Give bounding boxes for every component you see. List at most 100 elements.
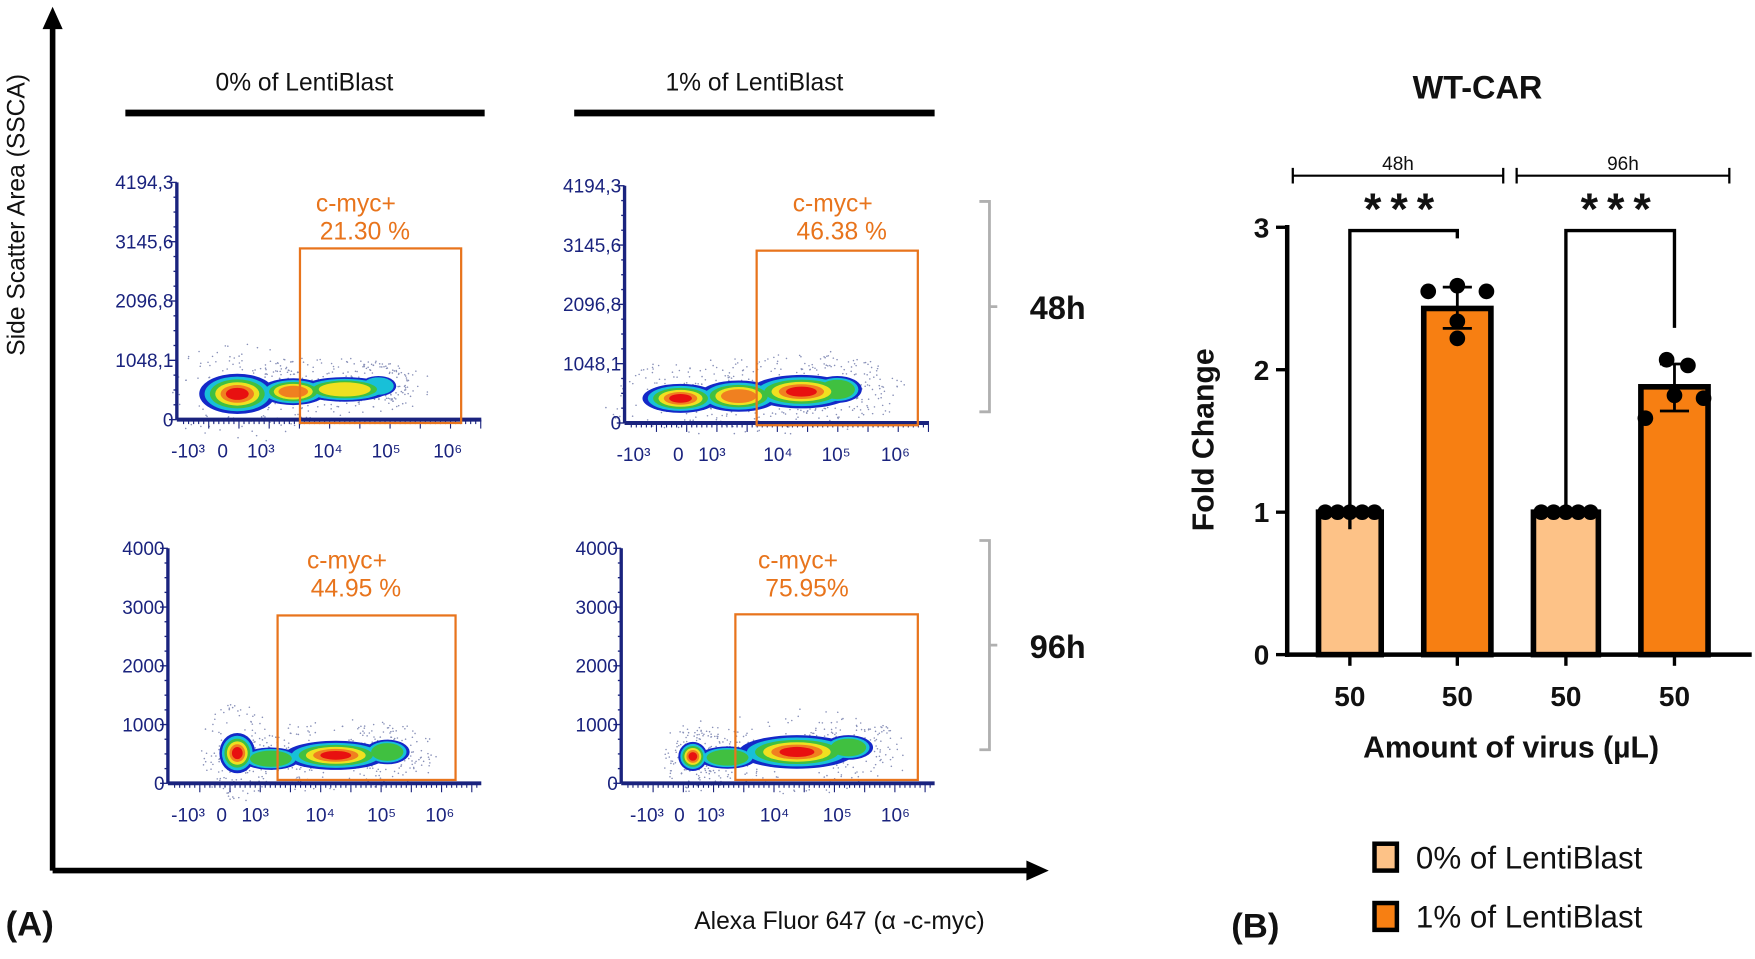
event-dot [773,356,775,359]
event-dot [395,405,398,408]
event-dot [371,741,373,743]
x-tick-label: 50 [1659,681,1690,712]
event-dot [880,740,882,742]
density-contour [779,746,815,758]
event-dot [724,737,726,740]
event-dot [187,357,190,360]
event-dot [292,360,294,363]
event-dot [884,410,887,412]
data-point [1545,504,1562,520]
event-dot [298,777,301,779]
event-dot [395,392,397,394]
event-dot [238,362,241,364]
flow-density [642,374,862,413]
event-dot [856,405,859,408]
event-dot [670,762,672,765]
event-dot [842,717,844,720]
event-dot [683,419,686,421]
event-dot [669,776,671,778]
data-point [1449,277,1466,294]
event-dot [874,740,876,742]
event-dot [685,790,687,793]
event-dot [733,432,736,435]
event-dot [873,406,876,408]
event-dot [390,730,392,733]
event-dot [755,770,758,773]
data-point [1449,330,1466,347]
event-dot [729,777,732,779]
event-dot [857,775,860,778]
event-dot [840,775,842,778]
event-dot [430,754,432,756]
event-dot [726,775,729,778]
event-dot [264,367,267,369]
event-dot [312,366,315,369]
y-tick-label: 4194,3 [563,176,621,197]
event-dot [718,769,720,772]
event-dot [869,739,872,741]
event-dot [892,756,894,759]
event-dot [226,792,228,794]
event-dot [397,772,400,775]
event-dot [859,722,862,724]
event-dot [875,369,878,372]
event-dot [207,361,209,364]
event-dot [396,737,399,739]
event-dot [790,719,793,722]
event-dot [808,364,810,367]
event-dot [793,790,796,793]
event-dot [715,745,717,748]
event-dot [864,385,866,388]
event-dot [868,378,871,380]
event-dot [660,411,663,414]
event-dot [620,385,622,387]
event-dot [840,409,843,411]
event-dot [256,346,259,349]
event-dot [393,770,396,773]
event-dot [683,382,686,385]
event-dot [880,396,882,399]
event-dot [686,728,689,731]
event-dot [214,718,216,721]
event-dot [238,796,240,799]
event-dot [652,368,654,370]
event-dot [709,746,711,749]
event-dot [687,371,690,373]
event-dot [238,714,241,717]
event-dot [363,725,366,727]
event-dot [363,732,366,734]
event-dot [882,724,884,727]
event-dot [737,731,739,733]
event-dot [873,750,876,753]
event-dot [868,384,871,387]
event-dot [336,405,338,408]
event-dot [698,738,701,740]
y-tick-label: 0 [154,774,165,795]
event-dot [708,777,711,780]
event-dot [199,362,202,365]
event-dot [738,741,741,743]
event-dot [855,373,857,375]
event-dot [671,760,674,763]
event-dot [287,742,290,744]
event-dot [728,372,731,374]
significance-stars: *** [1364,184,1443,234]
event-dot [229,771,231,773]
event-dot [727,376,730,379]
event-dot [362,730,364,732]
event-dot [237,710,239,712]
event-dot [265,368,267,371]
event-dot [695,416,697,418]
event-dot [264,376,266,378]
event-dot [286,371,289,374]
event-dot [229,798,231,800]
event-dot [350,375,353,377]
event-dot [736,741,738,744]
event-dot [337,366,340,368]
event-dot [215,755,217,757]
event-dot [804,733,806,736]
event-dot [867,728,870,731]
event-dot [252,715,254,718]
event-dot [252,370,254,372]
event-dot [836,416,839,419]
